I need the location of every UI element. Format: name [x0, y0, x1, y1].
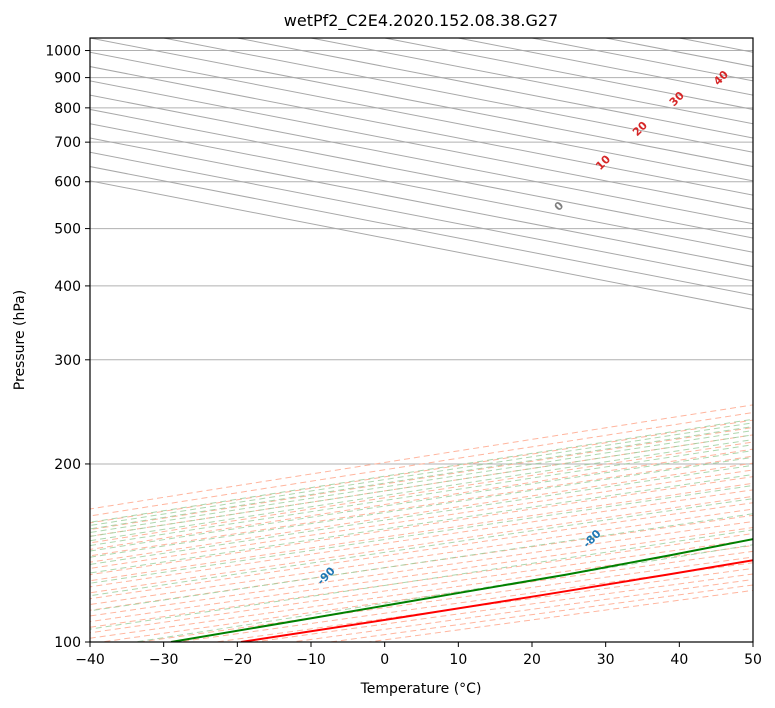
x-tick-label: −30	[149, 652, 179, 668]
isotherm-line	[90, 66, 753, 196]
dewpoint-profile-line	[170, 538, 753, 642]
moist-adiabat-line	[90, 529, 753, 630]
isotherm-line	[458, 38, 753, 96]
dry-adiabat-line	[90, 539, 753, 634]
grid-layer	[90, 50, 753, 643]
x-tick-label: 50	[744, 652, 762, 668]
chart-title: wetPf2_C2E4.2020.152.08.38.G27	[284, 11, 558, 31]
series-layer	[170, 538, 753, 642]
saturation-label: 20	[630, 119, 650, 139]
dry-adiabat-label: -100	[61, 596, 90, 625]
y-tick-label: 400	[54, 279, 81, 295]
y-tick-label: 600	[54, 175, 81, 191]
y-axis-title: Pressure (hPa)	[12, 290, 28, 390]
isotherm-line	[90, 94, 753, 225]
y-tick-label: 1000	[45, 44, 81, 60]
y-tick-label: 100	[54, 635, 81, 651]
x-tick-label: −10	[296, 652, 326, 668]
isopleth-layer	[90, 38, 753, 642]
y-tick-label: 700	[54, 135, 81, 151]
x-tick-label: −20	[223, 652, 253, 668]
isotherm-line	[90, 51, 753, 182]
x-tick-label: 10	[449, 652, 467, 668]
isotherm-line	[90, 108, 753, 239]
isotherm-line	[752, 38, 753, 39]
x-axis-title: Temperature (°C)	[360, 681, 482, 697]
isotherm-line	[90, 123, 753, 253]
y-tick-label: 900	[54, 71, 81, 87]
x-tick-label: 0	[380, 652, 389, 668]
x-tick-label: 40	[670, 652, 688, 668]
x-tick-label: 20	[523, 652, 541, 668]
plot-frame	[89, 37, 754, 643]
isotherm-line	[531, 38, 753, 82]
y-tick-label: 500	[54, 222, 81, 238]
isotherm-line	[90, 38, 753, 168]
y-tick-label: 300	[54, 353, 81, 369]
isotherm-line	[384, 38, 753, 110]
axis-layer: −40 −30 −20 −10 0 10 20 30 40 50 100 200 300 400 500 60…	[45, 44, 762, 668]
isotherm-line	[90, 137, 753, 268]
saturation-label: 10	[593, 152, 613, 172]
saturation-label: 40	[711, 68, 731, 88]
dry-adiabat-line	[90, 544, 753, 639]
dry-adiabat-label: -90	[314, 564, 337, 587]
dry-adiabat-line	[254, 573, 753, 642]
isotherm-line	[90, 80, 753, 210]
saturation-label: 30	[667, 89, 687, 109]
x-tick-label: 30	[597, 652, 615, 668]
y-tick-label: 200	[54, 457, 81, 473]
x-tick-label: −40	[75, 652, 105, 668]
isotherm-line	[163, 38, 753, 153]
y-tick-label: 800	[54, 101, 81, 117]
label-layer: 0.10.20.40.611.52346810131620253036-100-…	[61, 68, 731, 625]
